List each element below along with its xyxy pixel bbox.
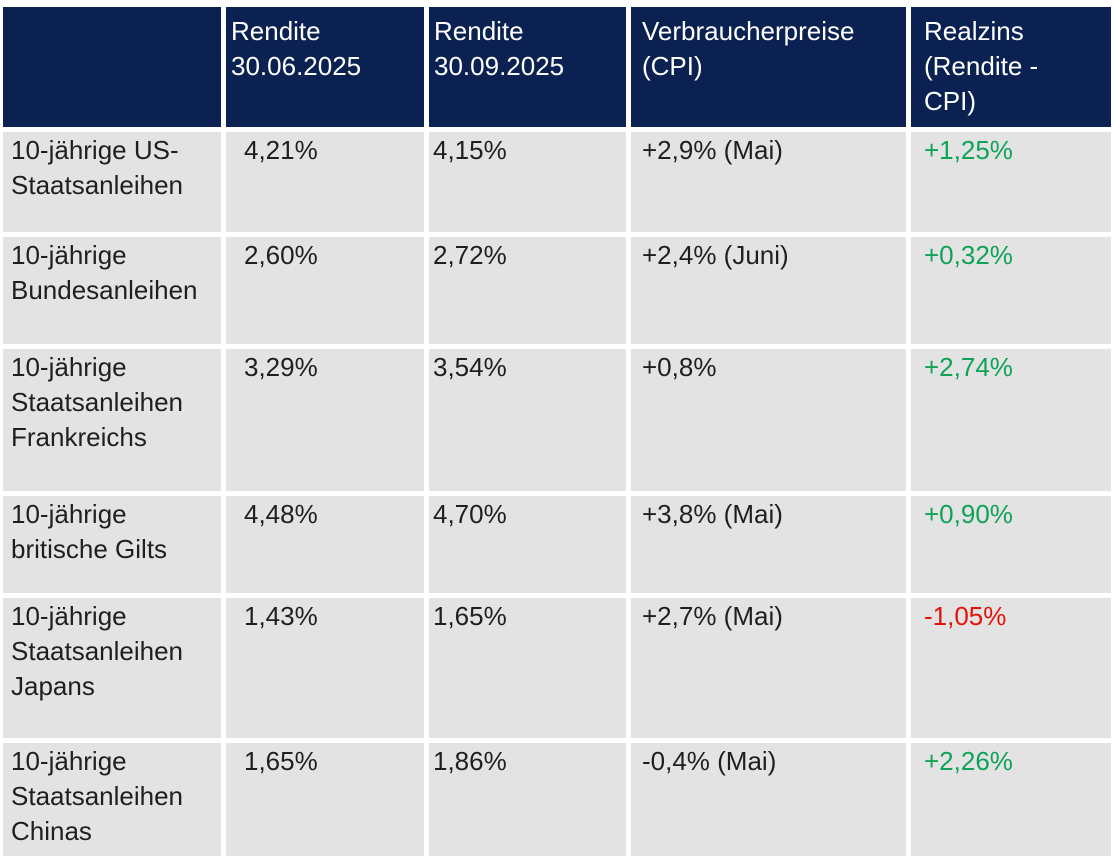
row-label: 10-jährige US- Staatsanleihen — [3, 132, 221, 232]
cell-rendite-0925: 1,65% — [429, 598, 626, 738]
cell-rendite-0625: 1,65% — [226, 743, 424, 856]
cell-rendite-0925: 3,54% — [429, 349, 626, 491]
cell-rendite-0625: 1,43% — [226, 598, 424, 738]
header-cell-rendite-30-09-2025: Rendite 30.09.2025 — [429, 7, 626, 127]
cell-rendite-0925: 2,72% — [429, 237, 626, 344]
cell-realzins: +0,32% — [911, 237, 1111, 344]
cell-rendite-0625: 2,60% — [226, 237, 424, 344]
header-cell-verbraucherpreise-cpi: Verbraucherpreise (CPI) — [631, 7, 906, 127]
cell-realzins: +0,90% — [911, 496, 1111, 593]
cell-realzins: +2,74% — [911, 349, 1111, 491]
cell-rendite-0925: 4,15% — [429, 132, 626, 232]
cell-rendite-0625: 4,48% — [226, 496, 424, 593]
bond-yields-table: Rendite 30.06.2025 Rendite 30.09.2025 Ve… — [3, 7, 1111, 856]
header-cell-realzins: Realzins (Rendite - CPI) — [911, 7, 1111, 127]
cell-cpi: +3,8% (Mai) — [631, 496, 906, 593]
header-cell-rendite-30-06-2025: Rendite 30.06.2025 — [226, 7, 424, 127]
row-label: 10-jährige Staatsanleihen Frankreichs — [3, 349, 221, 491]
cell-cpi: +0,8% — [631, 349, 906, 491]
row-label: 10-jährige Staatsanleihen Chinas — [3, 743, 221, 856]
header-cell-empty — [3, 7, 221, 127]
row-label: 10-jährige Bundesanleihen — [3, 237, 221, 344]
cell-realzins: -1,05% — [911, 598, 1111, 738]
cell-rendite-0625: 3,29% — [226, 349, 424, 491]
row-label: 10-jährige britische Gilts — [3, 496, 221, 593]
cell-cpi: -0,4% (Mai) — [631, 743, 906, 856]
cell-rendite-0925: 1,86% — [429, 743, 626, 856]
cell-realzins: +2,26% — [911, 743, 1111, 856]
cell-rendite-0625: 4,21% — [226, 132, 424, 232]
cell-cpi: +2,4% (Juni) — [631, 237, 906, 344]
cell-rendite-0925: 4,70% — [429, 496, 626, 593]
cell-realzins: +1,25% — [911, 132, 1111, 232]
cell-cpi: +2,9% (Mai) — [631, 132, 906, 232]
cell-cpi: +2,7% (Mai) — [631, 598, 906, 738]
row-label: 10-jährige Staatsanleihen Japans — [3, 598, 221, 738]
